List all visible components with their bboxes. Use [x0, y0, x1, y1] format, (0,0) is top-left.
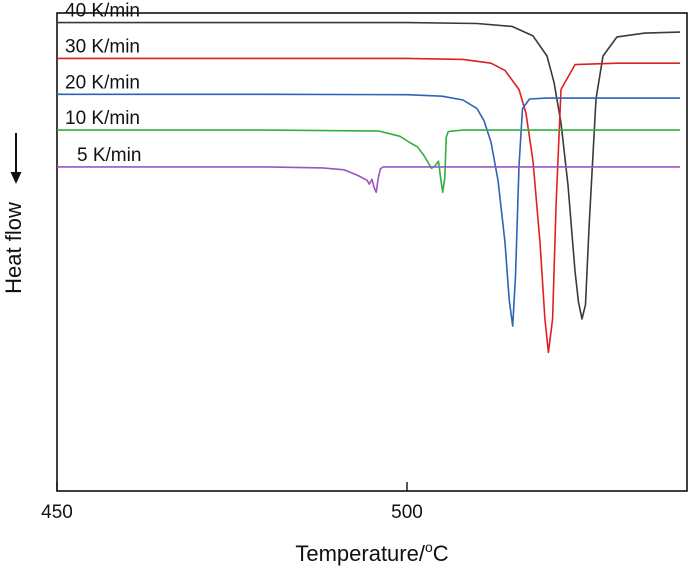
x-axis-label: Temperature/oC — [295, 539, 448, 566]
series-line-40-k-min — [57, 21, 681, 320]
series-line-30-k-min — [57, 57, 680, 354]
y-axis-arrow — [10, 133, 22, 184]
series-label: 20 K/min — [65, 72, 140, 93]
y-axis-label: Heat flow — [1, 202, 26, 294]
series-line-10-k-min — [57, 129, 680, 194]
x-axis-ticks: 450 500 — [41, 482, 423, 523]
series-line-5-k-min — [57, 166, 680, 194]
x-tick-label: 450 — [41, 502, 73, 523]
plot-frame — [56, 12, 688, 492]
x-axis-unit: C — [433, 541, 449, 566]
x-axis-unit-sup: o — [425, 539, 433, 555]
x-tick-label: 500 — [391, 502, 423, 523]
series-labels: 40 K/min 30 K/min 20 K/min 10 K/min 5 K/min — [65, 1, 141, 166]
series-label: 40 K/min — [65, 1, 140, 22]
series-layer — [57, 21, 681, 354]
series-line-20-k-min — [57, 93, 680, 327]
series-label: 30 K/min — [65, 36, 140, 57]
series-label: 5 K/min — [77, 145, 141, 166]
series-label: 10 K/min — [65, 108, 140, 129]
